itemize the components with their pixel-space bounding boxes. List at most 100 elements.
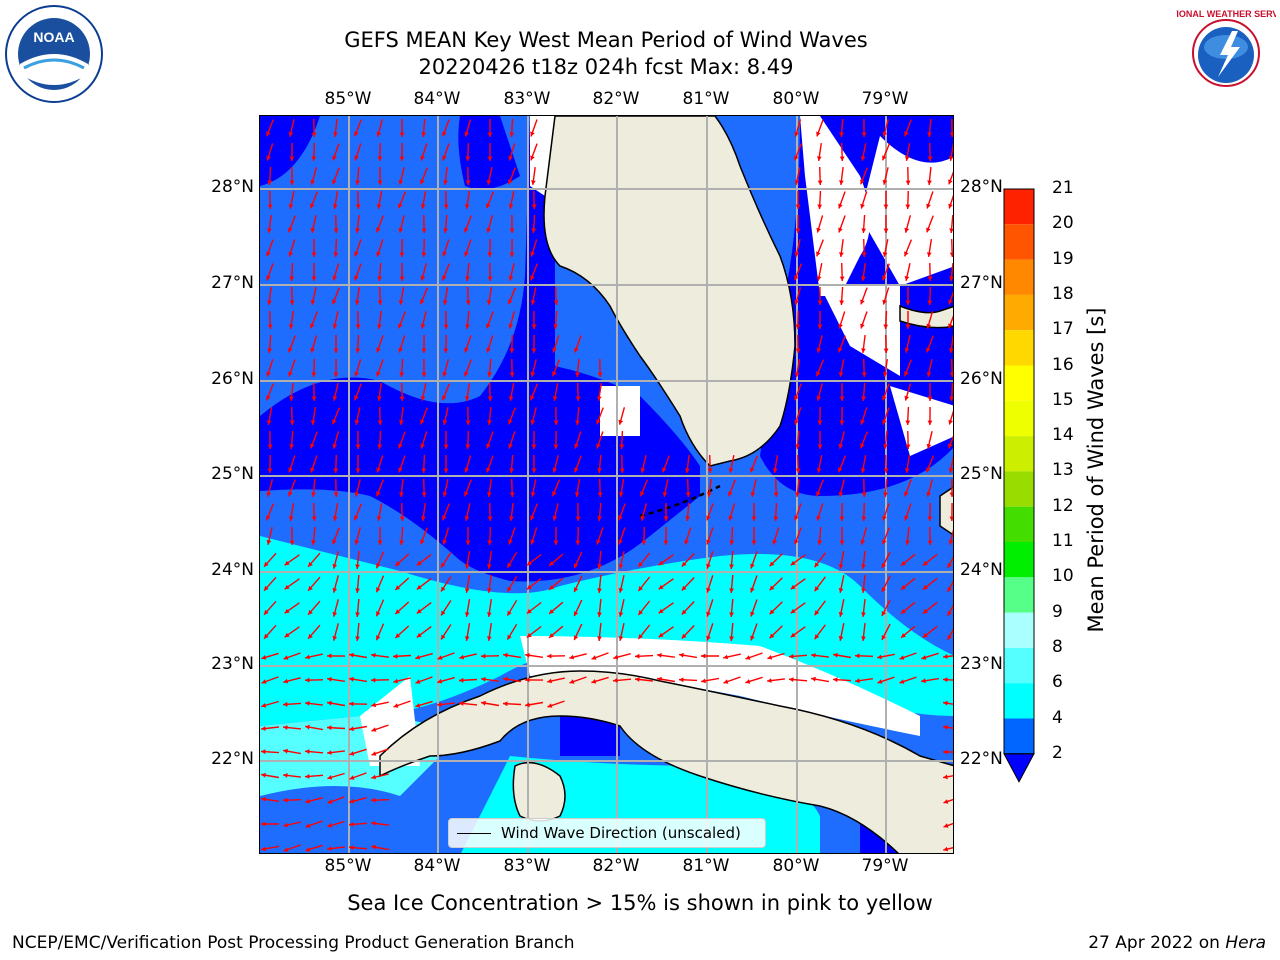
wind-wave-arrow-head (679, 652, 684, 658)
florida-keys (639, 484, 721, 518)
wind-wave-arrow-head (860, 443, 865, 449)
wind-wave-arrow-head (487, 588, 492, 593)
nws-logo-text: NATIONAL WEATHER SERVICE (1176, 9, 1276, 19)
wind-wave-arrow-head (569, 654, 575, 660)
wind-wave-arrow-head (948, 203, 953, 209)
colorbar-under-triangle (1003, 753, 1035, 783)
wind-wave-arrow-head (949, 372, 953, 377)
wind-wave-arrow-head (310, 228, 316, 233)
wind-wave-arrow-head (882, 515, 887, 521)
wind-wave-arrow-head (267, 324, 273, 329)
wind-wave-arrow-head (355, 228, 360, 233)
wind-wave-arrow-head (530, 131, 535, 137)
wind-wave-arrow-head (943, 823, 949, 828)
wind-wave-arrow-head (349, 822, 354, 827)
colorbar-tick-13: 13 (1052, 460, 1074, 481)
wind-wave-arrow-head (509, 468, 514, 473)
wind-wave-arrow-head (437, 678, 443, 684)
wind-wave-arrow-head (751, 540, 757, 545)
wind-wave-arrow-head (531, 324, 537, 329)
wind-wave-arrow-head (416, 584, 422, 590)
wind-wave-arrow-head (393, 703, 399, 708)
wind-wave-arrow-head (794, 131, 799, 137)
wind-wave-arrow-head (376, 227, 381, 233)
colorbar-boxes (1003, 188, 1035, 783)
colorbar-tick-6: 6 (1052, 672, 1063, 693)
wind-wave-arrow-head (861, 636, 866, 641)
wind-wave-arrow-head (773, 516, 779, 521)
wind-wave-arrow-head (881, 611, 886, 616)
wind-wave-arrow-head (904, 156, 910, 161)
wind-wave-arrow-head (311, 396, 317, 401)
lat-tick-right-25n: 25°N (960, 464, 1003, 484)
wind-wave-arrow-head (508, 299, 513, 305)
colorbar-tick-21: 21 (1052, 178, 1074, 198)
wind-wave-arrow-head (927, 420, 933, 425)
colorbar-band-b20_21 (1004, 189, 1034, 225)
wind-wave-arrow-head (530, 275, 535, 281)
wind-wave-arrow-head (597, 372, 603, 377)
wind-wave-arrow-head (354, 155, 359, 161)
wind-wave-arrow-head (618, 612, 624, 617)
wind-wave-arrow-head (420, 204, 426, 209)
wind-wave-arrow-head (264, 633, 269, 639)
wind-wave-arrow-head (289, 444, 294, 449)
wind-wave-arrow-head (481, 653, 486, 659)
wind-wave-arrow-head (838, 203, 843, 209)
wind-wave-arrow-head (441, 562, 446, 568)
wind-wave-arrow-head (838, 636, 844, 641)
wind-wave-arrow-head (769, 561, 775, 567)
wind-wave-arrow-head (376, 635, 381, 641)
colorbar-band-b15_16 (1004, 365, 1034, 401)
wind-wave-arrow-head (332, 563, 338, 569)
wind-wave-arrow-head (657, 676, 662, 682)
wind-wave-arrow-head (927, 396, 933, 401)
wind-wave-arrow-head (327, 775, 333, 780)
wind-wave-arrow-head (926, 443, 932, 449)
wind-wave-arrow-head (333, 132, 338, 137)
wind-wave-arrow-head (772, 539, 777, 545)
wind-wave-arrow-head (877, 679, 883, 684)
wind-wave-arrow-head (354, 491, 360, 497)
wind-wave-arrow-head (308, 585, 313, 591)
wind-wave-arrow-head (729, 564, 734, 569)
wind-wave-arrow-head (332, 204, 338, 209)
wind-wave-arrow-head (459, 677, 464, 683)
wind-wave-arrow-head (284, 584, 290, 590)
wind-wave-arrow-head (817, 420, 823, 425)
wind-wave-arrow-head (311, 252, 317, 257)
wind-wave-arrow-head (355, 612, 360, 617)
colorbar-tick-11: 11 (1052, 531, 1074, 551)
wind-wave-arrow-head (442, 539, 447, 545)
wind-wave-arrow-head (377, 420, 383, 425)
wind-wave-arrow-head (901, 633, 906, 638)
wind-wave-arrow-head (861, 252, 867, 257)
wind-wave-arrow-head (327, 799, 333, 804)
wind-wave-arrow-head (289, 156, 295, 161)
wind-wave-arrow-head (509, 516, 514, 521)
wind-wave-arrow-head (464, 491, 469, 497)
wind-wave-arrow-head (575, 396, 581, 401)
wind-wave-arrow-head (288, 251, 293, 257)
wind-wave-arrow-head (465, 300, 471, 305)
ocean-cyan-strait (260, 536, 953, 726)
wind-wave-arrow-head (745, 655, 751, 660)
lon-tick-bottom-81w: 81°W (682, 856, 730, 876)
wind-wave-arrow-head (486, 467, 491, 473)
mask-atlantic-2 (820, 286, 900, 376)
wind-wave-arrow-head (750, 563, 755, 569)
wind-wave-arrow-head (901, 585, 906, 590)
wind-wave-arrow-head (790, 608, 796, 614)
wind-wave-arrow-head (574, 492, 580, 497)
wind-wave-arrow-head (882, 419, 887, 425)
wind-wave-arrow-head (399, 132, 405, 137)
wind-wave-arrow-head (487, 372, 492, 377)
wind-wave-arrow-head (921, 655, 927, 660)
wind-wave-arrow-head (904, 276, 910, 281)
wind-wave-arrow-head (794, 395, 799, 401)
footer-date: 27 Apr 2022 on Hera (1088, 933, 1266, 953)
wind-wave-arrow-head (354, 395, 359, 401)
wind-wave-arrow-head (376, 467, 381, 473)
ocean-dark-blue-gulf (260, 116, 700, 582)
wind-wave-arrow-head (838, 491, 844, 497)
